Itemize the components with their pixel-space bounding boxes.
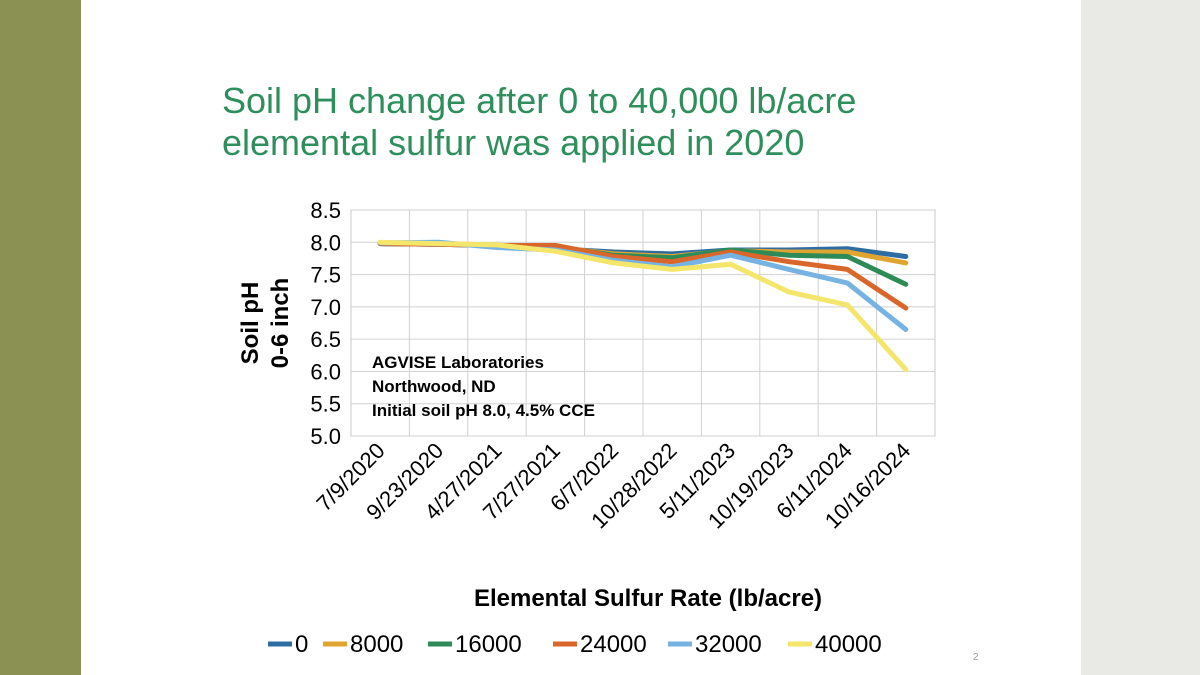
left-accent-band bbox=[0, 0, 81, 675]
legend-label: 0 bbox=[295, 631, 308, 658]
y-tick-label: 8.5 bbox=[310, 198, 341, 223]
page-title: Soil pH change after 0 to 40,000 lb/acre… bbox=[222, 80, 982, 164]
y-tick-label: 8.0 bbox=[310, 230, 341, 255]
legend-label: 24000 bbox=[580, 631, 647, 658]
title-line: elemental sulfur was applied in 2020 bbox=[222, 122, 805, 163]
chart-annotation: AGVISE Laboratories bbox=[372, 353, 544, 372]
legend-label: 8000 bbox=[350, 631, 403, 658]
right-margin-band bbox=[1081, 0, 1200, 675]
legend-label: 40000 bbox=[815, 631, 882, 658]
chart-annotation: Northwood, ND bbox=[372, 377, 496, 396]
chart-annotation: Initial soil pH 8.0, 4.5% CCE bbox=[372, 401, 595, 420]
x-axis-title: Elemental Sulfur Rate (lb/acre) bbox=[474, 585, 822, 612]
slide-number: 2 bbox=[973, 652, 979, 663]
legend-label: 32000 bbox=[695, 631, 762, 658]
y-tick-label: 7.5 bbox=[310, 263, 341, 288]
y-tick-label: 7.0 bbox=[310, 295, 341, 320]
legend-label: 16000 bbox=[455, 631, 522, 658]
y-tick-label: 6.5 bbox=[310, 327, 341, 352]
series-line bbox=[377, 239, 909, 372]
y-tick-label: 6.0 bbox=[310, 359, 341, 384]
slide bbox=[81, 0, 1081, 675]
y-axis-title: Soil pH bbox=[237, 282, 264, 365]
y-tick-label: 5.5 bbox=[310, 392, 341, 417]
title-line: Soil pH change after 0 to 40,000 lb/acre bbox=[222, 80, 857, 121]
y-tick-label: 5.0 bbox=[310, 424, 341, 449]
y-axis-title: 0-6 inch bbox=[267, 278, 294, 369]
